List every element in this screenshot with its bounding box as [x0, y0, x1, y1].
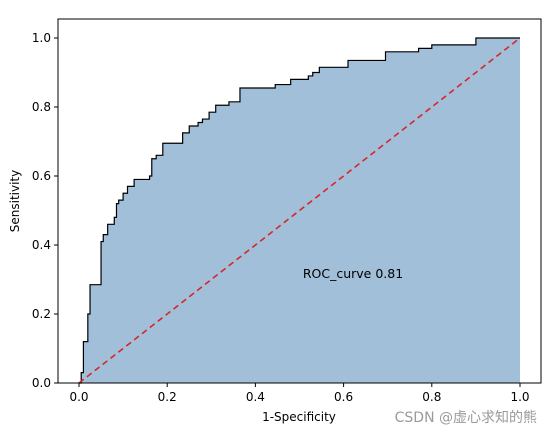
y-tick-label: 0.0: [32, 376, 51, 390]
roc-area-fill: [79, 38, 520, 383]
y-tick-label: 0.4: [32, 238, 51, 252]
plot-area: [57, 18, 542, 384]
y-tick-label: 0.8: [32, 100, 51, 114]
diagonal-reference-line: [78, 37, 521, 384]
x-tick-label: 1.0: [510, 390, 529, 404]
axis-ticks: 0.0 0.2 0.4 0.6 0.8 1.0 0.0 0.2 0.4 0.6 0.8 1.0: [32, 31, 530, 404]
x-axis-label: 1-Specificity: [262, 410, 336, 424]
y-tick-label: 0.6: [32, 169, 51, 183]
x-tick-label: 0.4: [246, 390, 265, 404]
auc-annotation: ROC_curve 0.81: [303, 266, 403, 281]
roc-curve-line: [79, 37, 520, 384]
x-tick-label: 0.2: [158, 390, 177, 404]
plot-frame: [57, 18, 542, 384]
y-axis-label: Sensitivity: [8, 170, 22, 232]
x-tick-label: 0.6: [334, 390, 353, 404]
x-tick-label: 0.0: [69, 390, 88, 404]
watermark-text: CSDN @虚心求知的熊: [395, 409, 537, 426]
y-tick-label: 0.2: [32, 307, 51, 321]
y-tick-label: 1.0: [32, 31, 51, 45]
x-tick-label: 0.8: [422, 390, 441, 404]
